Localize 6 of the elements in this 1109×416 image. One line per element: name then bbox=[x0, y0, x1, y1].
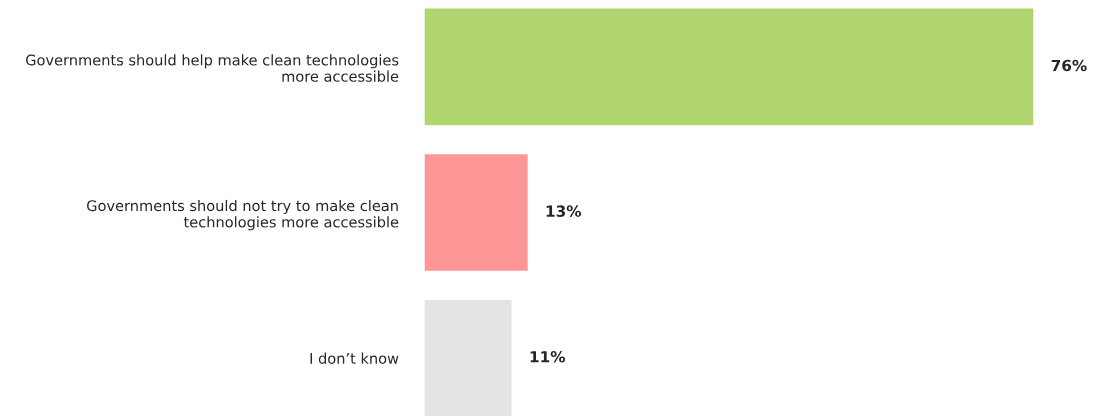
data-label: 76% bbox=[1051, 59, 1087, 72]
data-label: 13% bbox=[546, 205, 582, 217]
y-tick-label: Governments should help make clean technologies more accessible bbox=[26, 54, 399, 82]
y-tick-label: Governments should not try to make clean technologies more accessible bbox=[87, 199, 399, 231]
y-tick-label: I don’t know bbox=[310, 352, 399, 364]
data-label: 11% bbox=[530, 351, 566, 363]
